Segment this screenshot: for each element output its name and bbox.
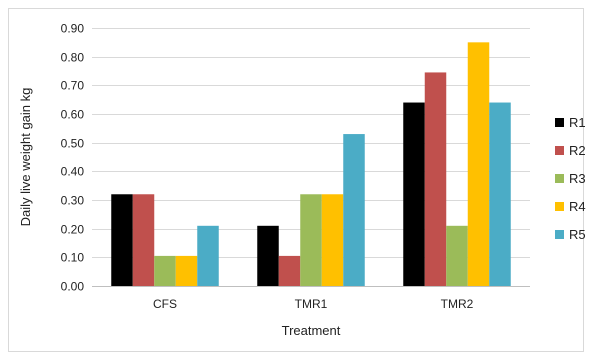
legend-label-r2: R2: [569, 143, 586, 158]
y-tick-label: 0.90: [61, 22, 85, 36]
y-tick-label: 0.60: [61, 108, 85, 122]
y-tick-label: 0.50: [61, 137, 85, 151]
bar-r3-cfs: [154, 255, 176, 286]
bar-r5-cfs: [197, 225, 219, 286]
x-tick-label: TMR2: [441, 297, 474, 311]
bar-r1-tmr2: [403, 102, 425, 287]
x-tick-label: CFS: [153, 297, 177, 311]
y-tick-label: 0.70: [61, 79, 85, 93]
bar-r1-tmr1: [257, 225, 279, 286]
bar-r5-tmr1: [343, 134, 365, 286]
legend-swatch-r5: [555, 230, 564, 239]
legend-label-r3: R3: [569, 171, 586, 186]
bar-r4-cfs: [175, 255, 198, 286]
bar-r3-tmr1: [300, 194, 322, 286]
bar-r4-tmr1: [321, 194, 344, 286]
x-tick-labels: CFS TMR1 TMR2: [153, 297, 474, 311]
bar-r2-tmr1: [278, 255, 301, 286]
legend-swatch-r2: [555, 146, 564, 155]
y-tick-label: 0.40: [61, 165, 85, 179]
y-tick-label: 0.30: [61, 194, 85, 208]
bars: [111, 42, 511, 287]
legend-swatch-r1: [555, 118, 564, 127]
legend-swatch-r3: [555, 174, 564, 183]
legend: R1 R2 R3 R4 R5: [555, 115, 586, 242]
y-tick-label: 0.10: [61, 251, 85, 265]
bar-r2-cfs: [132, 194, 155, 286]
bar-r1-cfs: [111, 194, 133, 286]
bar-r3-tmr2: [446, 225, 468, 286]
y-tick-label: 0.20: [61, 223, 85, 237]
legend-label-r4: R4: [569, 199, 586, 214]
legend-label-r5: R5: [569, 227, 586, 242]
y-tick-label: 0.00: [61, 280, 85, 294]
x-axis-title: Treatment: [282, 323, 341, 338]
legend-label-r1: R1: [569, 115, 586, 130]
y-axis-title: Daily live weight gain kg: [18, 88, 33, 227]
legend-swatch-r4: [555, 202, 564, 211]
x-tick-label: TMR1: [295, 297, 328, 311]
bar-r4-tmr2: [467, 42, 490, 287]
y-tick-labels: 0.00 0.10 0.20 0.30 0.40 0.50 0.60 0.70 0.80 0.90: [61, 22, 85, 294]
bar-r5-tmr2: [489, 102, 511, 287]
bar-r2-tmr2: [424, 72, 447, 286]
y-tick-label: 0.80: [61, 51, 85, 65]
